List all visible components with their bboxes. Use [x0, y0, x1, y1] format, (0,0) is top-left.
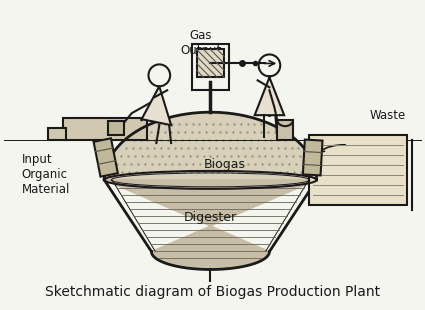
Polygon shape: [303, 140, 323, 175]
Bar: [108, 121, 124, 135]
Bar: [63, 118, 147, 140]
Polygon shape: [104, 112, 317, 180]
Polygon shape: [142, 86, 171, 125]
Bar: [309, 135, 407, 205]
Polygon shape: [104, 180, 317, 269]
Polygon shape: [255, 78, 284, 115]
Text: Digester: Digester: [184, 211, 237, 224]
Polygon shape: [94, 138, 118, 177]
Text: Sketchmatic diagram of Biogas Production Plant: Sketchmatic diagram of Biogas Production…: [45, 286, 380, 299]
Text: Input
Organic
Material: Input Organic Material: [22, 153, 70, 197]
Bar: [48, 128, 66, 140]
Text: Biogas: Biogas: [204, 158, 246, 171]
Bar: [277, 120, 293, 140]
Text: Gas
Output: Gas Output: [180, 29, 221, 56]
Bar: [197, 50, 224, 78]
Bar: [192, 45, 229, 90]
Text: Waste: Waste: [369, 109, 405, 122]
